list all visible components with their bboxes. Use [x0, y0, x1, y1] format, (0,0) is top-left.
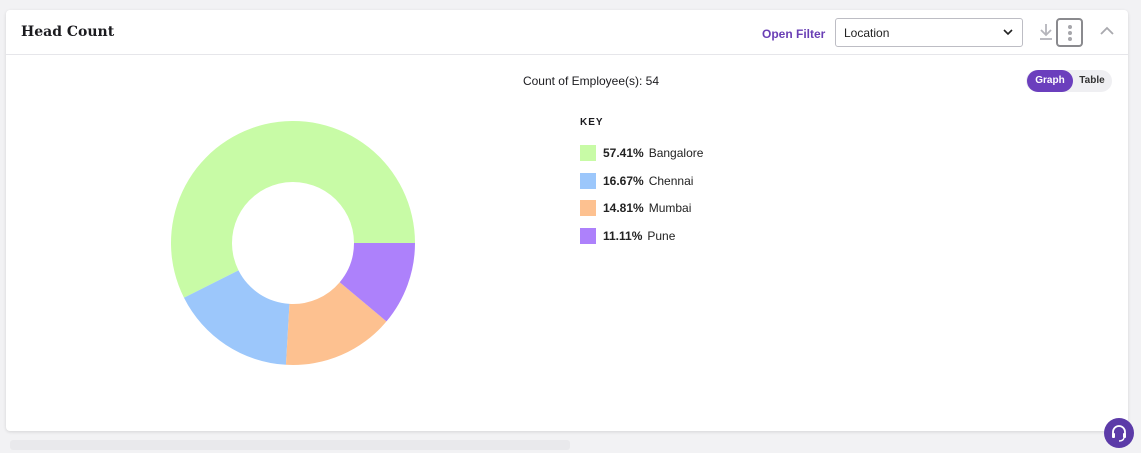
- chevron-up-icon[interactable]: [1099, 25, 1115, 37]
- legend-percent: 11.11%: [603, 228, 643, 243]
- location-select[interactable]: Location: [835, 18, 1023, 47]
- legend-swatch: [580, 145, 596, 161]
- donut-chart: [171, 121, 415, 365]
- legend-label: Mumbai: [648, 201, 692, 215]
- headset-icon: [1112, 425, 1126, 442]
- legend-swatch: [580, 172, 596, 189]
- legend-percent: 57.41%: [603, 146, 644, 160]
- legend-percent: 14.81%: [603, 201, 644, 215]
- chevron-down-icon: [1003, 29, 1013, 36]
- view-toggle: Graph Table: [1026, 70, 1112, 92]
- donut-slice-chennai[interactable]: [183, 270, 290, 365]
- donut-slice-mumbai[interactable]: [285, 282, 387, 365]
- next-card-edge: [10, 440, 570, 450]
- graph-toggle-button[interactable]: Graph: [1027, 70, 1073, 92]
- legend-label: Chennai: [648, 173, 694, 188]
- legend-label: Pune: [647, 228, 676, 243]
- legend-swatch: [580, 200, 596, 216]
- legend-percent: 16.67%: [603, 173, 644, 188]
- legend-title: KEY: [580, 117, 604, 128]
- legend-item-chennai: 16.67% Chennai: [580, 172, 694, 189]
- legend-label: Bangalore: [648, 146, 704, 160]
- legend-swatch: [580, 227, 596, 244]
- head-count-card: Head Count Open Filter Location Count of…: [6, 10, 1128, 431]
- kebab-menu-icon[interactable]: [1056, 18, 1083, 47]
- support-button[interactable]: [1104, 418, 1134, 448]
- donut-slice-bangalore[interactable]: [171, 121, 415, 298]
- legend-item-pune: 11.11% Pune: [580, 227, 676, 244]
- open-filter-link[interactable]: Open Filter: [762, 27, 826, 41]
- location-select-value: Location: [844, 26, 890, 40]
- donut-slice-pune[interactable]: [339, 243, 415, 322]
- legend-item-mumbai: 14.81% Mumbai: [580, 200, 691, 216]
- table-toggle-button[interactable]: Table: [1079, 75, 1105, 86]
- download-icon[interactable]: [1038, 22, 1054, 42]
- card-header: Head Count Open Filter Location: [6, 10, 1128, 55]
- legend-item-bangalore: 57.41% Bangalore: [580, 145, 703, 161]
- card-title: Head Count: [21, 24, 115, 40]
- employee-count: Count of Employee(s): 54: [522, 74, 660, 88]
